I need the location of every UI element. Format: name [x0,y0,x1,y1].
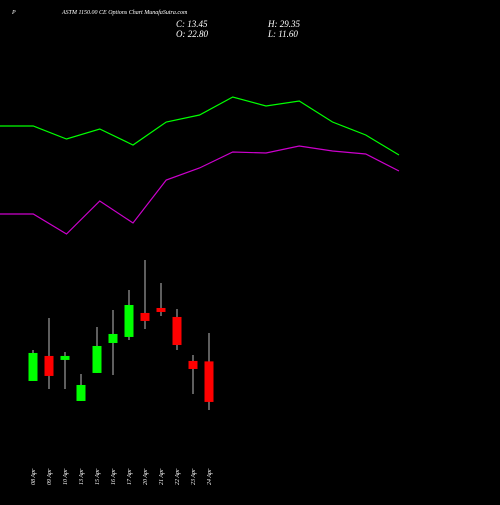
line [0,145,400,235]
x-tick-label: 20 Apr [143,468,149,485]
candle-body [124,304,134,337]
candle-body [60,355,70,360]
low-info: L: 11.60 [267,29,298,39]
x-tick-label: 23 Apr [191,468,197,485]
x-tick-label: 21 Apr [159,468,165,485]
x-tick-label: 17 Apr [127,468,133,485]
x-tick-label: 16 Apr [111,468,117,485]
candle-body [156,307,166,312]
x-tick-label: 13 Apr [79,468,85,485]
line [0,96,400,156]
candle-body [92,345,102,373]
chart-subtitle: P [11,10,16,16]
candle-body [28,352,38,381]
x-tick-label: 22 Apr [175,468,181,485]
x-tick-label: 08 Apr [31,468,37,485]
chart-title: ASTM 1150.00 CE Options Chart MunafaSutr… [61,9,188,16]
close-info: C: 13.45 [176,19,208,29]
candle-body [76,384,86,401]
candle-body [204,361,214,402]
x-tick-label: 24 Apr [206,468,213,485]
high-info: H: 29.35 [267,19,300,29]
open-info: O: 22.80 [176,29,208,39]
candle-body [140,312,150,321]
x-tick-label: 15 Apr [95,468,101,485]
x-tick-label: 10 Apr [63,468,69,485]
candle-body [44,355,54,376]
candle-body [172,316,182,345]
candle-body [188,360,198,369]
x-tick-label: 09 Apr [47,468,53,485]
candle-body [108,333,118,343]
